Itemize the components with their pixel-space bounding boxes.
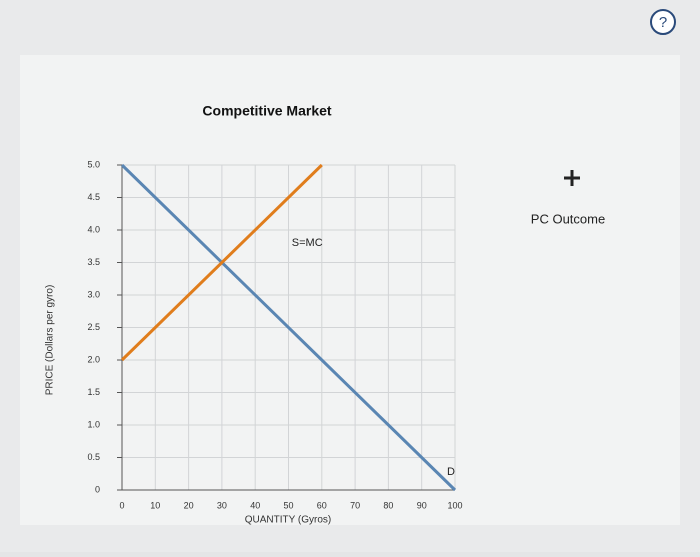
help-button[interactable]: ? [650,9,676,35]
x-axis-label: QUANTITY (Gyros) [245,515,331,526]
y-axis-label: PRICE (Dollars per gyro) [45,285,56,396]
chart-title: Competitive Market [202,103,331,119]
y-tick-label: 2.5 [87,322,100,332]
help-label: ? [659,14,667,31]
x-tick-label: 10 [150,500,160,510]
y-tick-label: 4.0 [87,224,100,234]
y-tick-label: 0 [95,484,100,494]
y-tick-label: 2.0 [87,354,100,364]
x-tick-label: 80 [383,500,393,510]
y-tick-label: 0.5 [87,452,100,462]
x-tick-label: 20 [184,500,194,510]
x-tick-label: 50 [283,500,293,510]
tool-label: PC Outcome [531,211,605,226]
x-tick-label: 100 [447,500,462,510]
series-line [120,163,457,492]
y-tick-label: 3.5 [87,257,100,267]
x-tick-label: 70 [350,500,360,510]
pc-outcome-tool[interactable]: PC Outcome [531,170,605,226]
y-tick-label: 5.0 [87,159,100,169]
x-tick-label: 90 [417,500,427,510]
y-tick-label: 3.0 [87,289,100,299]
panel [20,55,680,525]
y-tick-label: 1.0 [87,419,100,429]
y-tick-label: 4.5 [87,192,100,202]
x-tick-label: 30 [217,500,227,510]
help-circle [650,9,676,35]
y-tick-label: 1.5 [87,387,100,397]
series-label: S=MC [292,237,323,249]
series-label: D [447,466,455,478]
x-tick-label: 60 [317,500,327,510]
x-tick-label: 0 [119,500,124,510]
series-line [120,163,323,362]
x-tick-label: 40 [250,500,260,510]
